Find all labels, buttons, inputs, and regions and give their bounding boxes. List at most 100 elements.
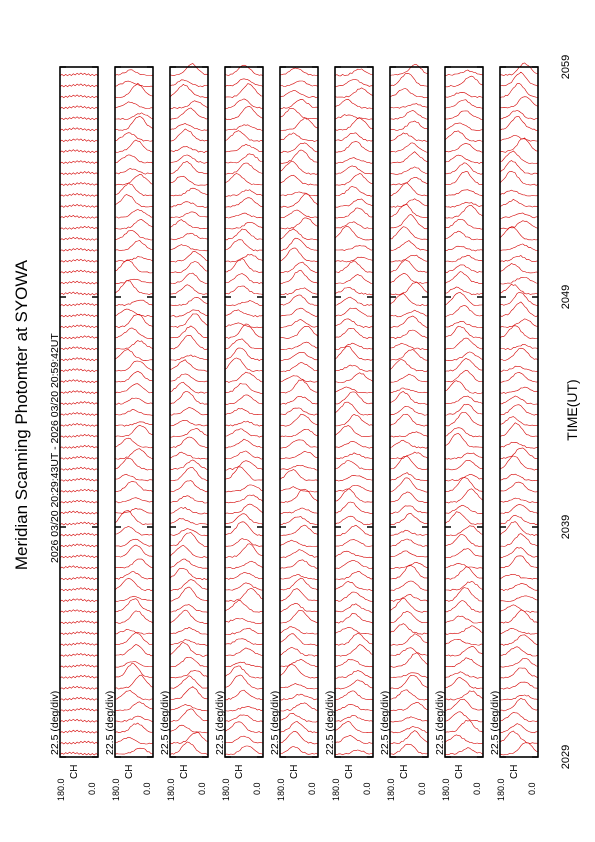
trace: [499, 255, 539, 263]
trace: [169, 407, 209, 416]
trace: [279, 191, 319, 197]
trace: [59, 204, 99, 208]
trace: [170, 187, 209, 197]
trace: [334, 539, 374, 547]
trace: [389, 477, 429, 493]
trace: [499, 694, 539, 701]
trace: [499, 609, 539, 624]
trace: [334, 658, 374, 668]
trace: [444, 395, 484, 405]
trace: [224, 323, 264, 339]
trace: [389, 281, 429, 296]
trace: [444, 154, 484, 164]
trace: [390, 594, 429, 602]
trace: [169, 63, 209, 77]
trace: [334, 157, 374, 164]
scale-label: 22.5 (deg/div): [434, 691, 446, 755]
channel-label: CH: [344, 765, 355, 779]
trace: [59, 291, 99, 296]
trace: [444, 427, 484, 438]
trace: [59, 171, 99, 175]
trace: [114, 182, 154, 197]
trace: [444, 548, 484, 558]
trace: [224, 408, 264, 416]
trace: [444, 271, 484, 285]
trace: [499, 627, 539, 635]
trace: [444, 358, 484, 372]
trace: [279, 469, 319, 481]
trace: [335, 524, 374, 537]
trace: [114, 473, 154, 482]
trace: [499, 447, 538, 460]
trace: [389, 726, 429, 734]
trace: [59, 368, 99, 373]
trace: [114, 598, 154, 613]
trace: [169, 451, 209, 460]
trace: [279, 294, 319, 306]
scale-label: 22.5 (deg/div): [49, 691, 61, 755]
trace: [499, 160, 539, 175]
trace: [59, 280, 99, 285]
y-min-label: 0.0: [197, 782, 207, 795]
trace: [114, 458, 154, 471]
panel: 22.5 (deg/div) 180.0CH 0.0: [214, 64, 264, 801]
trace: [169, 272, 209, 285]
trace: [334, 327, 374, 339]
trace: [279, 209, 319, 219]
trace: [279, 609, 319, 624]
channel-label: CH: [454, 765, 465, 779]
trace: [114, 595, 154, 602]
trace: [114, 327, 154, 339]
scale-label: 22.5 (deg/div): [489, 691, 501, 755]
trace: [389, 166, 429, 175]
trace: [169, 334, 209, 350]
trace: [114, 747, 154, 755]
channel-label: CH: [399, 765, 410, 779]
trace: [114, 421, 154, 427]
trace: [279, 98, 319, 109]
trace: [279, 588, 319, 602]
trace: [59, 696, 99, 701]
trace: [389, 550, 429, 558]
trace: [169, 84, 209, 99]
trace: [444, 412, 483, 427]
trace: [224, 130, 264, 142]
trace: [499, 547, 539, 559]
trace: [334, 207, 374, 219]
trace: [444, 587, 484, 602]
trace: [59, 642, 99, 646]
trace: [389, 142, 429, 153]
trace: [334, 117, 374, 131]
trace: [114, 701, 154, 712]
trace: [224, 466, 264, 481]
trace: [169, 686, 209, 700]
trace: [59, 434, 99, 438]
trace: [444, 254, 484, 263]
y-max-label: 180.0: [496, 778, 506, 801]
trace: [334, 87, 374, 98]
trace: [499, 455, 539, 471]
trace: [59, 455, 99, 460]
trace: [279, 379, 319, 394]
trace: [389, 538, 429, 547]
trace: [279, 693, 318, 701]
trace: [334, 632, 374, 646]
trace: [169, 568, 209, 581]
trace: [279, 602, 318, 613]
y-max-label: 180.0: [276, 778, 286, 801]
trace: [444, 511, 484, 525]
y-max-label: 180.0: [441, 778, 451, 801]
trace: [389, 64, 429, 76]
panel: 22.5 (deg/div) 180.0CH 0.0: [489, 62, 539, 801]
trace: [114, 544, 154, 558]
x-tick-label: 2059: [560, 55, 572, 79]
trace: [114, 259, 154, 274]
trace: [499, 604, 539, 613]
trace: [334, 715, 374, 722]
trace: [389, 405, 429, 416]
trace: [169, 741, 209, 756]
trace: [444, 351, 484, 362]
scale-label: 22.5 (deg/div): [104, 691, 116, 755]
trace: [389, 349, 429, 361]
channel-label: CH: [69, 765, 80, 779]
